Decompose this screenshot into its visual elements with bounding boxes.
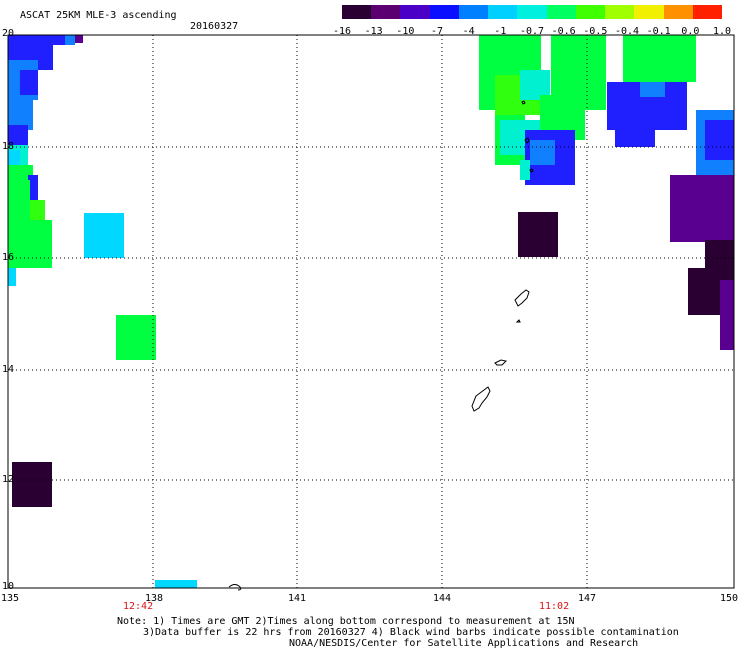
note-line: Note: 1) Times are GMT 2)Times along bot… bbox=[117, 616, 575, 627]
lon-label: 147 bbox=[577, 593, 597, 604]
gridlines bbox=[8, 35, 734, 588]
wind-swath-cell bbox=[720, 280, 734, 350]
chart-title: ASCAT 25KM MLE-3 ascending bbox=[20, 10, 177, 21]
colorbar-tick-label: -10 bbox=[396, 26, 415, 37]
swath-time-label: 11:02 bbox=[539, 601, 570, 612]
wind-swath-cell bbox=[75, 35, 83, 43]
plot-frame bbox=[7, 34, 735, 589]
colorbar-tick-label: -13 bbox=[364, 26, 383, 37]
colorbar-segment bbox=[634, 5, 665, 19]
colorbar-segment bbox=[663, 5, 694, 19]
wind-swath-cell bbox=[615, 125, 655, 147]
lat-label: 10 bbox=[2, 581, 15, 592]
colorbar-segment bbox=[400, 5, 431, 19]
lon-label: 138 bbox=[144, 593, 164, 604]
wind-swath-cell bbox=[700, 190, 734, 230]
colorbar-tick-label: -0.7 bbox=[519, 26, 545, 37]
wind-swath-cell bbox=[8, 268, 16, 286]
colorbar-tick-label: -1 bbox=[494, 26, 507, 37]
lon-label: 135 bbox=[0, 593, 20, 604]
wind-swath-cell bbox=[705, 120, 734, 160]
wind-swath-cell bbox=[116, 315, 156, 360]
wind-swath-cell bbox=[705, 240, 734, 270]
colorbar-segment bbox=[517, 5, 548, 19]
wind-swath-cell bbox=[155, 580, 197, 588]
island-outline bbox=[521, 100, 526, 105]
island-outline bbox=[494, 359, 508, 366]
wind-swath-cell bbox=[8, 220, 52, 268]
colorbar-segment bbox=[692, 5, 723, 19]
wind-swath-cell bbox=[530, 140, 555, 165]
note-line: NOAA/NESDIS/Center for Satellite Applica… bbox=[289, 638, 639, 649]
colorbar-segment bbox=[371, 5, 401, 19]
island-outline bbox=[524, 137, 530, 144]
colorbar-tick-label: 0.0 bbox=[681, 26, 700, 37]
wind-swaths bbox=[8, 35, 734, 588]
lat-label: 14 bbox=[2, 364, 15, 375]
wind-swath-cell bbox=[8, 35, 73, 45]
colorbar-tick-label: -0.1 bbox=[646, 26, 671, 37]
lon-label: 150 bbox=[719, 593, 739, 604]
colorbar bbox=[342, 5, 723, 19]
wind-swath-cell bbox=[640, 82, 665, 97]
colorbar-tick-label: -0.6 bbox=[551, 26, 576, 37]
wind-swath-cell bbox=[20, 70, 38, 95]
colorbar-segment bbox=[458, 5, 489, 19]
colorbar-tick-label: -0.4 bbox=[614, 26, 640, 37]
wind-swath-cell bbox=[520, 160, 530, 180]
note-line: 3)Data buffer is 22 hrs from 20160327 4)… bbox=[143, 627, 679, 638]
wind-swath-cell bbox=[518, 212, 558, 257]
lat-label: 16 bbox=[2, 252, 15, 263]
wind-swath-cell bbox=[8, 165, 33, 180]
wind-swath-cell bbox=[28, 175, 38, 200]
colorbar-segment bbox=[605, 5, 635, 19]
colorbar-tick-label: -0.5 bbox=[583, 26, 608, 37]
colorbar-tick-label: -7 bbox=[430, 26, 444, 37]
wind-swath-cell bbox=[84, 213, 124, 258]
swath-time-label: 12:42 bbox=[123, 601, 154, 612]
wind-swath-cell bbox=[8, 125, 28, 150]
wind-swath-cell bbox=[8, 180, 30, 220]
colorbar-tick-label: -16 bbox=[332, 26, 352, 37]
lat-label: 20 bbox=[2, 28, 15, 39]
lat-label: 12 bbox=[2, 474, 15, 485]
colorbar-tick-label: 1.0 bbox=[712, 26, 732, 37]
colorbar-segment bbox=[429, 5, 460, 19]
colorbar-segment bbox=[575, 5, 606, 19]
lat-label: 18 bbox=[2, 141, 15, 152]
colorbar-segment bbox=[342, 5, 372, 19]
island-outline bbox=[228, 584, 242, 591]
colorbar-tick-label: -4 bbox=[462, 26, 475, 37]
notes: Note: 1) Times are GMT 2)Times along bot… bbox=[117, 616, 679, 649]
island-outline bbox=[471, 386, 491, 412]
island-outlines bbox=[228, 100, 534, 591]
colorbar-segment bbox=[488, 5, 518, 19]
island-outline bbox=[515, 319, 521, 323]
wind-swath-cell bbox=[623, 35, 696, 82]
colorbar-segment bbox=[546, 5, 577, 19]
island-outline bbox=[529, 168, 534, 173]
wind-swath-cell bbox=[12, 462, 52, 507]
wind-swath-cell bbox=[65, 35, 75, 45]
island-outline bbox=[514, 289, 530, 307]
lon-label: 144 bbox=[432, 593, 452, 604]
wind-swath-cell bbox=[30, 200, 45, 220]
lon-label: 141 bbox=[287, 593, 307, 604]
chart-date: 20160327 bbox=[190, 21, 239, 32]
